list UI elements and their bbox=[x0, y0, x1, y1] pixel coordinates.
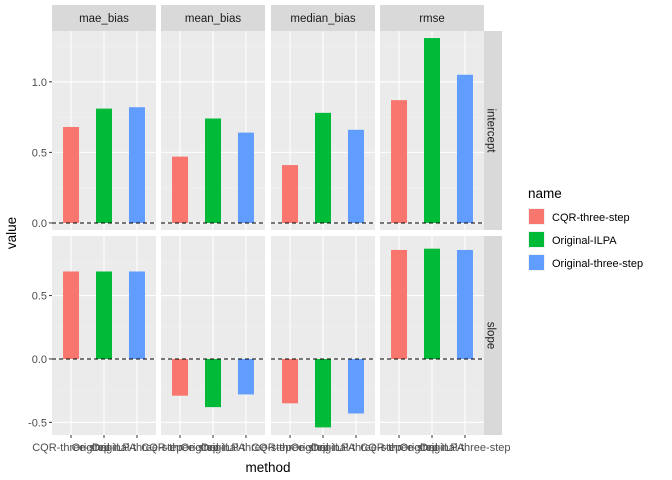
bar-mean_bias-slope-Original-three-step bbox=[237, 358, 254, 395]
y-tick-label: -0.5 bbox=[28, 417, 47, 429]
bar-rmse-slope-Original-three-step bbox=[456, 249, 473, 359]
x-tick-label: CQR-three-step bbox=[141, 442, 219, 454]
legend-swatch-Original-three-step bbox=[529, 255, 544, 270]
strip-label-mae_bias: mae_bias bbox=[79, 13, 129, 25]
bar-rmse-slope-CQR-three-step bbox=[391, 249, 408, 359]
bar-median_bias-intercept-Original-three-step bbox=[347, 129, 364, 223]
bar-median_bias-intercept-Original-ILPA bbox=[315, 112, 331, 223]
x-tick-label: Original-three-step bbox=[310, 442, 401, 454]
bar-mae_bias-intercept-Original-three-step bbox=[128, 107, 145, 223]
strip-slope bbox=[479, 236, 502, 435]
bar-mean_bias-slope-Original-ILPA bbox=[205, 358, 221, 408]
strip-mean_bias bbox=[161, 5, 265, 31]
y-tick-label: 0.5 bbox=[32, 147, 47, 159]
strip-mae_bias bbox=[52, 5, 156, 31]
bar-mean_bias-intercept-Original-three-step bbox=[237, 132, 254, 223]
y-tick-label: 0.0 bbox=[32, 218, 47, 230]
bar-rmse-slope-Original-ILPA bbox=[424, 248, 440, 359]
x-tick-label: Original-ILPA bbox=[72, 442, 137, 454]
bar-rmse-intercept-Original-three-step bbox=[456, 74, 473, 223]
x-tick-label: Original-ILPA bbox=[181, 442, 246, 454]
strip-label-rmse: rmse bbox=[419, 13, 445, 25]
legend-title: name bbox=[528, 186, 562, 201]
x-tick-label: CQR-three-step bbox=[32, 442, 110, 454]
y-axis-title: value bbox=[4, 217, 19, 249]
strip-rmse bbox=[380, 5, 484, 31]
legend-label-CQR-three-step: CQR-three-step bbox=[552, 212, 630, 224]
x-tick-label: CQR-three-step bbox=[360, 442, 438, 454]
strip-intercept bbox=[479, 31, 502, 230]
bar-mae_bias-intercept-CQR-three-step bbox=[63, 126, 80, 223]
y-tick-label: 0.5 bbox=[32, 291, 47, 303]
bar-rmse-intercept-Original-ILPA bbox=[424, 38, 440, 223]
legend-swatch-CQR-three-step bbox=[529, 209, 544, 224]
bar-mean_bias-intercept-CQR-three-step bbox=[172, 156, 189, 223]
x-tick-label: CQR-three-step bbox=[251, 442, 329, 454]
legend-label-Original-ILPA: Original-ILPA bbox=[552, 235, 617, 247]
bar-rmse-intercept-CQR-three-step bbox=[391, 100, 408, 223]
x-tick-label: Original-three-step bbox=[419, 442, 510, 454]
bar-mean_bias-intercept-Original-ILPA bbox=[205, 118, 221, 223]
legend-swatch-Original-ILPA bbox=[529, 232, 544, 247]
y-tick-label: 1.0 bbox=[32, 77, 47, 89]
x-tick-label: Original-ILPA bbox=[400, 442, 465, 454]
strip-label-median_bias: median_bias bbox=[290, 13, 355, 25]
bar-mae_bias-intercept-Original-ILPA bbox=[96, 108, 112, 223]
strip-label-intercept: intercept bbox=[485, 108, 497, 153]
strip-label-slope: slope bbox=[485, 322, 497, 350]
bar-median_bias-slope-CQR-three-step bbox=[282, 358, 299, 404]
bar-mean_bias-slope-CQR-three-step bbox=[172, 358, 189, 396]
bar-median_bias-slope-Original-ILPA bbox=[315, 358, 331, 428]
x-axis-title: method bbox=[245, 460, 290, 475]
x-tick-label: Original-ILPA bbox=[291, 442, 356, 454]
bar-median_bias-intercept-CQR-three-step bbox=[282, 165, 299, 223]
bar-median_bias-slope-Original-three-step bbox=[347, 358, 364, 414]
x-tick-label: Original-three-step bbox=[200, 442, 291, 454]
y-tick-label: 0.0 bbox=[32, 354, 47, 366]
bar-mae_bias-slope-Original-ILPA bbox=[96, 271, 112, 359]
strip-label-mean_bias: mean_bias bbox=[185, 13, 242, 25]
legend-label-Original-three-step: Original-three-step bbox=[552, 258, 643, 270]
strip-median_bias bbox=[271, 5, 375, 31]
bar-mae_bias-slope-CQR-three-step bbox=[63, 271, 80, 359]
bar-mae_bias-slope-Original-three-step bbox=[128, 271, 145, 359]
x-tick-label: Original-three-step bbox=[91, 442, 182, 454]
